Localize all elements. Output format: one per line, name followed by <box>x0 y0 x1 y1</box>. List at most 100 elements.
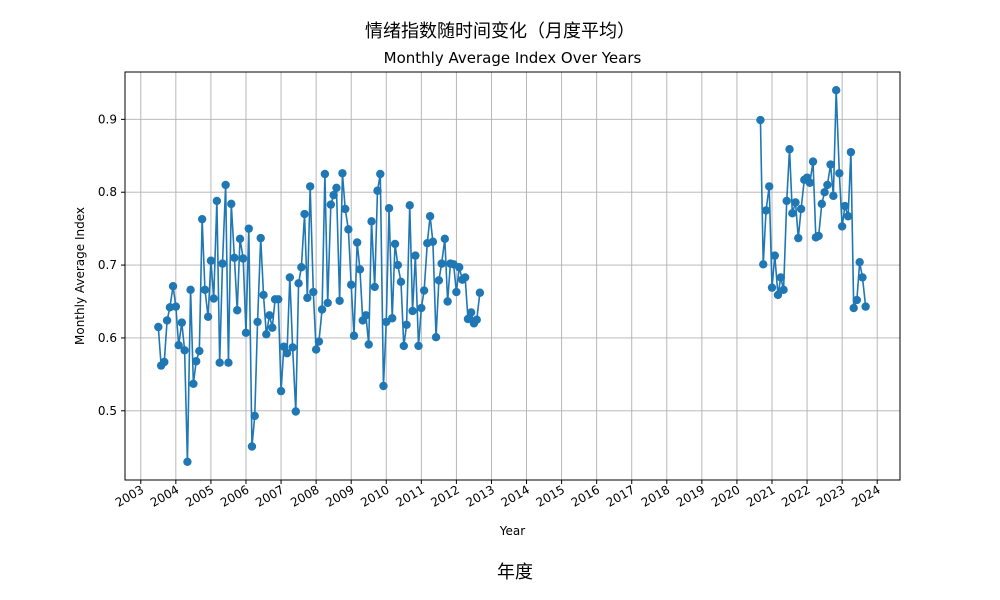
x-tick-label: 2023 <box>814 482 847 509</box>
data-point <box>191 357 201 366</box>
data-point <box>835 169 844 178</box>
data-point <box>203 312 213 321</box>
data-point <box>431 333 441 342</box>
data-point <box>460 273 470 282</box>
data-point <box>805 178 815 187</box>
data-point <box>300 209 309 219</box>
data-point <box>855 257 864 267</box>
data-point <box>244 224 253 233</box>
y-tick-label: 0.8 <box>98 185 117 199</box>
data-point <box>840 201 850 211</box>
data-point <box>399 341 408 351</box>
data-point <box>843 212 853 221</box>
data-point <box>195 346 204 356</box>
data-point <box>294 279 303 288</box>
data-point <box>233 306 242 315</box>
data-point <box>344 225 353 234</box>
x-tick-label: 2008 <box>288 482 321 509</box>
data-point <box>761 206 771 215</box>
data-point <box>849 303 858 313</box>
data-point <box>408 306 417 316</box>
data-point <box>826 160 835 169</box>
data-point <box>466 308 476 317</box>
data-point <box>200 285 210 295</box>
data-point <box>367 217 376 226</box>
data-point <box>782 196 791 206</box>
x-tick-label: 2012 <box>428 482 461 509</box>
data-point <box>256 233 265 243</box>
data-point <box>235 234 245 244</box>
data-point <box>265 311 274 320</box>
data-point <box>788 209 797 218</box>
data-point <box>250 411 259 421</box>
data-point <box>247 442 257 451</box>
data-point <box>326 200 336 209</box>
data-point <box>215 358 224 367</box>
data-point <box>276 386 286 396</box>
data-point <box>759 260 768 269</box>
data-point <box>221 180 230 190</box>
data-point <box>262 330 271 339</box>
y-tick-label: 0.9 <box>98 112 117 126</box>
x-tick-label: 2022 <box>779 482 812 509</box>
data-point <box>393 260 403 270</box>
data-point <box>352 238 362 247</box>
data-point <box>274 295 283 304</box>
data-point <box>402 320 411 330</box>
data-point <box>314 337 324 346</box>
x-tick-label: 2010 <box>358 482 391 509</box>
data-point <box>823 180 832 190</box>
data-point <box>317 305 327 314</box>
data-point <box>820 188 829 197</box>
data-point <box>227 199 236 209</box>
data-point <box>405 201 414 210</box>
data-point <box>846 147 856 157</box>
x-tick-label: 2016 <box>569 482 602 509</box>
data-point <box>309 287 318 297</box>
x-tick-label: 2020 <box>709 482 742 509</box>
data-point <box>814 231 823 241</box>
data-point <box>791 198 800 207</box>
data-point <box>817 199 826 209</box>
data-point <box>475 288 485 297</box>
data-point <box>349 331 359 340</box>
data-point <box>756 115 765 125</box>
data-point <box>282 349 292 358</box>
data-point <box>765 182 774 191</box>
data-point <box>285 273 295 282</box>
footer-label: 年度 <box>497 562 533 583</box>
data-point <box>440 234 450 244</box>
series-layer <box>154 86 870 466</box>
data-point <box>241 328 251 338</box>
data-point <box>773 290 783 300</box>
data-point <box>279 342 289 351</box>
data-point <box>332 183 341 193</box>
data-point <box>162 316 172 325</box>
data-point <box>180 346 189 355</box>
data-point <box>291 407 300 416</box>
data-point <box>861 302 870 311</box>
data-point <box>428 237 438 246</box>
data-point <box>341 204 350 214</box>
data-point <box>376 169 385 179</box>
data-point <box>373 186 382 195</box>
data-point <box>785 145 794 154</box>
data-point <box>311 345 321 354</box>
x-tick-label: 2004 <box>148 482 181 509</box>
data-point <box>411 251 420 260</box>
y-tick-label: 0.5 <box>98 404 117 418</box>
data-point <box>414 341 423 351</box>
x-tick-label: 2017 <box>604 482 637 509</box>
data-point <box>770 251 780 260</box>
x-tick-label: 2015 <box>534 482 567 509</box>
data-point <box>419 286 429 295</box>
x-tick-label: 2014 <box>499 482 532 509</box>
x-axis-ticks: 2003 2004 2005 2006 2007 2008 2009 2010 2011 2012… <box>113 480 883 510</box>
data-point <box>323 298 332 308</box>
x-tick-label: 2005 <box>183 482 216 509</box>
data-point <box>472 315 481 324</box>
data-point <box>346 280 356 289</box>
data-point <box>808 157 818 166</box>
data-point <box>425 212 435 221</box>
